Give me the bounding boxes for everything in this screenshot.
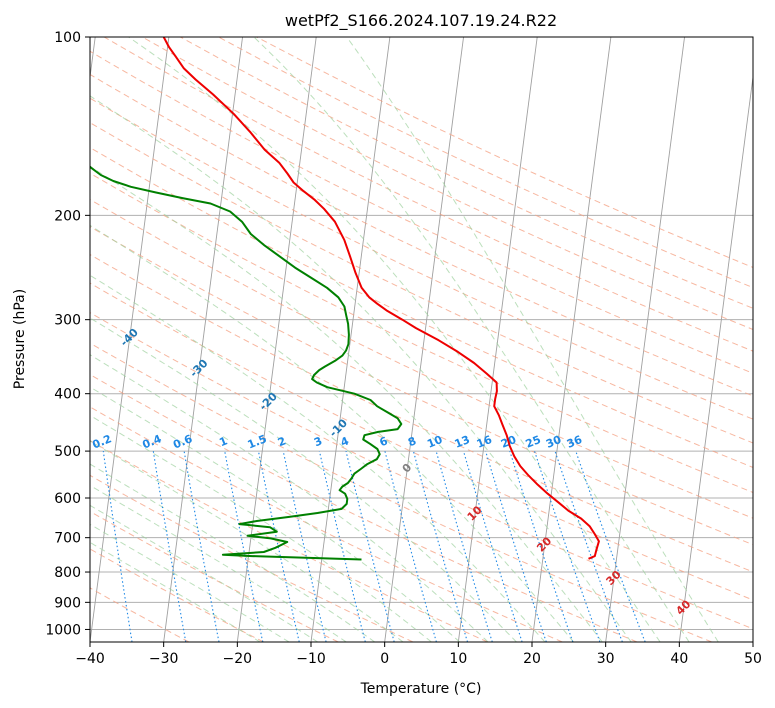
isotherm-40 [678, 73, 753, 642]
mixing-ratio-line [345, 450, 395, 642]
background-lines [90, 37, 753, 642]
moist-adiabat [128, 37, 661, 642]
moist-adiabat [90, 386, 461, 642]
dry-adiabat [90, 50, 753, 374]
mixing-ratio-line [384, 450, 437, 642]
x-axis: −40 −30 −20 −10 0 10 20 30 40 50 [75, 642, 762, 667]
y-tick-label: 900 [54, 595, 81, 611]
dry-adiabat [90, 198, 753, 519]
x-tick-label: 10 [449, 651, 467, 667]
mixing-ratio-line [509, 450, 574, 642]
dry-adiabat [90, 97, 753, 420]
moist-adiabat [90, 541, 261, 642]
moist-adiabat [90, 414, 432, 642]
y-axis: 100 200 300 400 500 600 700 800 900 1000 [45, 30, 90, 638]
x-tick-label: −40 [75, 651, 105, 667]
mixing-ratio-line [102, 451, 133, 642]
mixing-ratio-label: 8 [406, 434, 418, 449]
mixing-ratio-label: 16 [475, 433, 494, 451]
temperature-profile [162, 37, 600, 560]
x-tick-label: 30 [597, 651, 615, 667]
dry-adiabat [90, 406, 563, 642]
dry-adiabat [90, 312, 753, 630]
isotherm-30 [605, 37, 686, 642]
x-tick-label: 0 [380, 651, 389, 667]
moist-adiabat [90, 274, 546, 642]
chart-title: wetPf2_S166.2024.107.19.24.R22 [285, 11, 557, 31]
mixing-ratio-label: 10 [425, 433, 444, 451]
dry-adiabat [90, 122, 753, 444]
mixing-ratio-line [554, 450, 623, 642]
dry-adiabat [90, 172, 753, 494]
y-tick-label: 500 [54, 444, 81, 460]
y-tick-label: 100 [54, 30, 81, 46]
dry-adiabat [218, 37, 753, 289]
series-layer [90, 37, 600, 561]
y-axis-title: Pressure (hPa) [12, 289, 28, 389]
mixing-ratio-line [435, 450, 493, 642]
x-tick-label: −10 [296, 651, 326, 667]
isotherm--30 [163, 37, 244, 642]
x-axis-title: Temperature (°C) [360, 681, 482, 697]
dry-adiabat [90, 253, 753, 573]
x-tick-label: 20 [523, 651, 541, 667]
mixing-ratio-line [462, 450, 523, 642]
mixing-ratio-line [257, 450, 300, 642]
mixing-ratio-label: 2 [276, 434, 288, 449]
mixing-ratio-line [318, 450, 366, 642]
mixing-ratio-line [575, 450, 646, 642]
y-tick-label: 1000 [45, 622, 81, 638]
moist-adiabat [90, 224, 574, 642]
dry-adiabat [103, 37, 753, 352]
moist-adiabat [253, 37, 690, 642]
moist-adiabat [346, 37, 719, 642]
y-tick-label: 600 [54, 491, 81, 507]
isotherm--40 [90, 37, 170, 642]
x-tick-label: 40 [670, 651, 688, 667]
mixing-ratio-label: 3 [312, 434, 324, 449]
dry-adiabat [90, 342, 712, 642]
moist-adiabat [90, 317, 517, 642]
mixing-ratio-line [224, 450, 264, 642]
y-tick-label: 200 [54, 208, 81, 224]
mixing-ratio-label: 13 [453, 433, 472, 451]
mixing-ratio-label: 30 [544, 433, 563, 451]
moist-adiabat [90, 95, 632, 642]
dry-adiabat [90, 548, 264, 642]
dry-adiabat [90, 510, 339, 642]
moist-adiabat [90, 523, 290, 642]
y-tick-label: 700 [54, 531, 81, 547]
x-tick-label: 50 [744, 651, 762, 667]
isotherm-10 [457, 37, 538, 642]
mixing-ratio-label: 25 [524, 433, 543, 451]
mixing-ratio-label: 1 [217, 434, 229, 449]
isotherm-20 [531, 37, 612, 642]
moist-adiabat [90, 463, 376, 642]
dewpoint-profile [90, 165, 403, 561]
mixing-ratio-line [412, 450, 469, 642]
x-tick-label: −30 [149, 651, 179, 667]
y-tick-label: 800 [54, 565, 81, 581]
x-tick-label: −20 [223, 651, 253, 667]
moist-adiabat [90, 440, 404, 642]
mixing-ratio-line [485, 450, 547, 642]
dry-adiabat [90, 282, 753, 601]
dry-adiabat [90, 226, 753, 546]
y-tick-label: 300 [54, 313, 81, 329]
plot-frame [89, 36, 754, 643]
isotherm-0 [384, 37, 465, 642]
y-tick-label: 400 [54, 387, 81, 403]
isotherm--20 [236, 37, 317, 642]
dry-adiabat [90, 440, 488, 642]
dry-adiabat [180, 37, 753, 309]
moist-adiabat [90, 354, 489, 642]
mixing-ratio-line [282, 450, 327, 642]
moist-adiabat [90, 165, 603, 642]
mixing-ratio-label: 36 [565, 433, 584, 451]
